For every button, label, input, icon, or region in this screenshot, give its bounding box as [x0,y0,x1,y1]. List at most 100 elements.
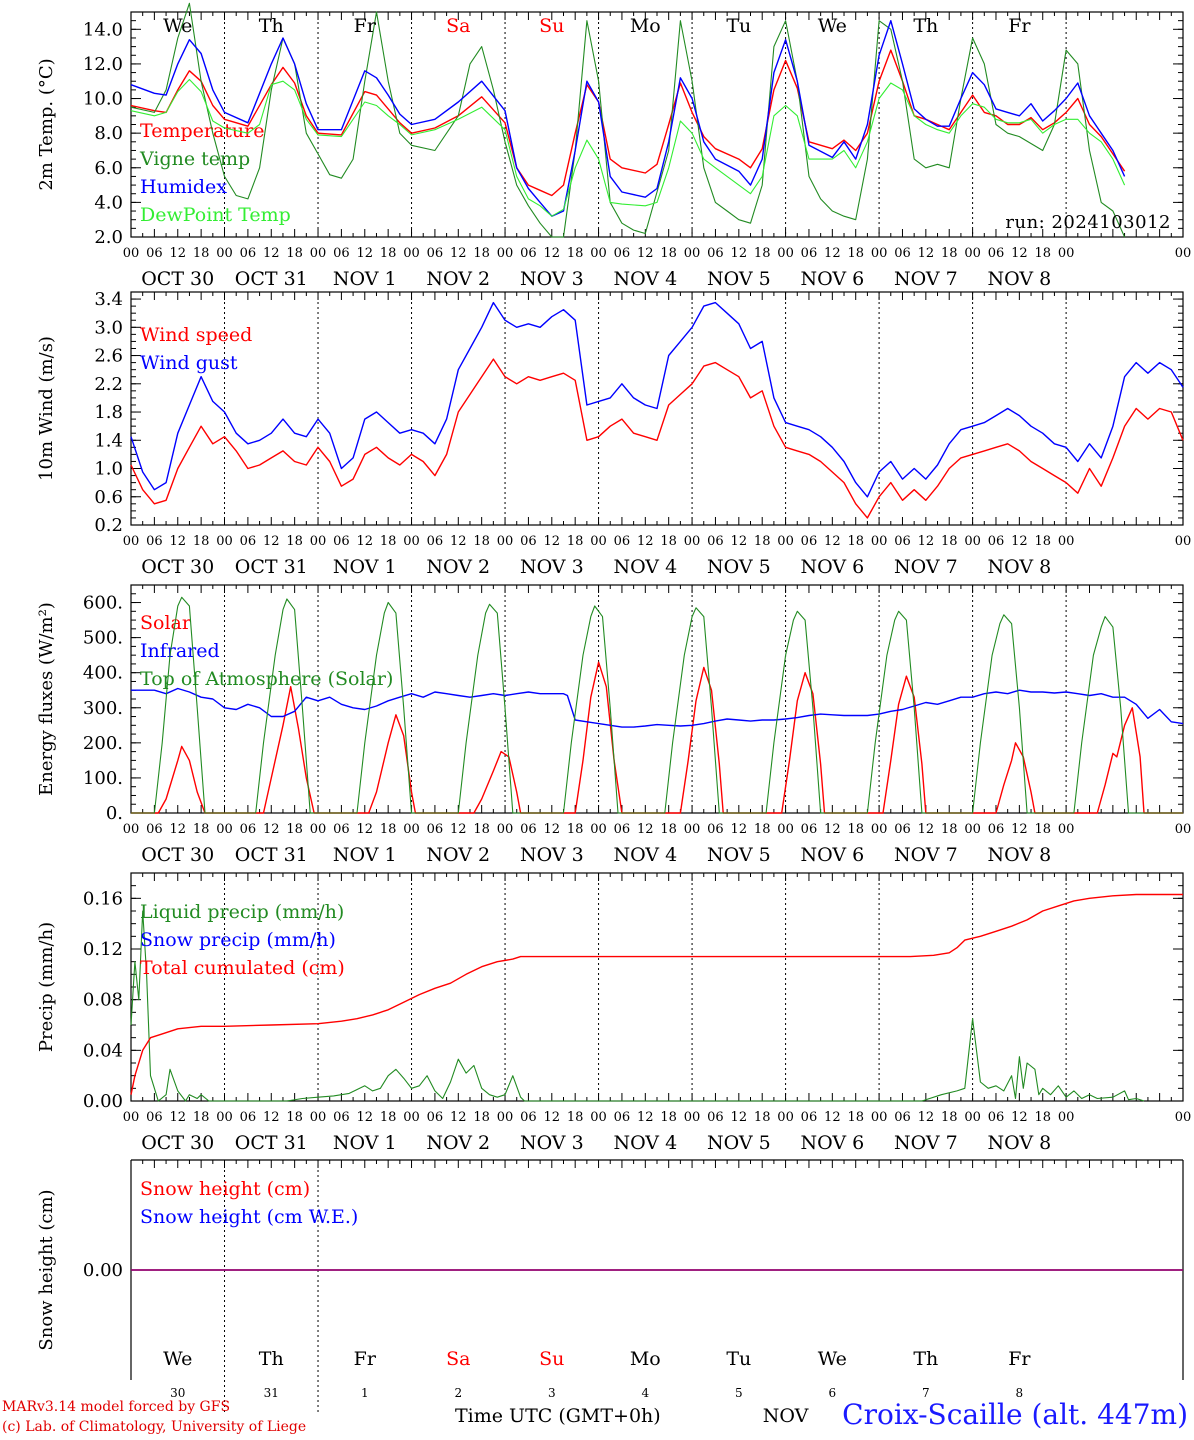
y-tick-label: 2.0 [94,227,123,248]
y-tick-label: 0.04 [83,1040,123,1061]
hour-tick-label: 00 [964,534,981,549]
hour-tick-label: 18 [286,822,303,837]
y-tick-label: 2.6 [94,346,123,367]
hour-tick-label: 18 [754,246,771,261]
hour-tick-label: 06 [988,246,1005,261]
hour-tick-label: 00 [1058,822,1075,837]
day-number-label: 3 [548,1386,556,1400]
hour-tick-label: 06 [988,1110,1005,1125]
hour-tick-label: 06 [707,1110,724,1125]
y-tick-label: 500. [83,628,123,649]
y-tick-label: 3.0 [94,317,123,338]
day-date-label: NOV 4 [613,1132,677,1154]
weekday-label: Sa [446,1348,470,1370]
series-line-3-3 [131,596,1183,814]
day-date-label: NOV 6 [800,844,864,866]
hour-tick-label: 12 [544,1110,561,1125]
hour-tick-label: 12 [450,246,467,261]
y-tick-label: 0.08 [83,990,123,1011]
hour-tick-label: 12 [918,246,935,261]
day-date-label: NOV 3 [520,268,584,290]
day-date-label: NOV 1 [333,844,397,866]
day-number-label: 5 [735,1386,743,1400]
weekday-label: Fr [354,15,377,37]
weekday-label: Su [539,1348,564,1370]
hour-tick-label: 00 [1175,246,1192,261]
hour-tick-label: 12 [169,534,186,549]
day-date-label: NOV 8 [987,556,1051,578]
day-date-label: OCT 31 [235,844,308,866]
series-line-2-2 [130,301,1184,498]
hour-tick-label: 06 [146,534,163,549]
hour-tick-label: 00 [1058,246,1075,261]
series-line-1-1 [130,49,1126,197]
hour-tick-label: 12 [731,246,748,261]
hour-tick-label: 18 [660,1110,677,1125]
day-date-label: NOV 3 [520,844,584,866]
day-date-label: NOV 4 [613,844,677,866]
hour-tick-label: 12 [357,1110,374,1125]
hour-tick-label: 06 [894,822,911,837]
hour-tick-label: 18 [847,534,864,549]
hour-tick-label: 00 [684,246,701,261]
hour-tick-label: 12 [357,822,374,837]
hour-tick-label: 12 [731,534,748,549]
hour-tick-label: 12 [357,246,374,261]
hour-tick-label: 12 [263,534,280,549]
hour-tick-label: 00 [123,1110,140,1125]
y-tick-label: 4.0 [94,192,123,213]
hour-tick-label: 00 [310,822,327,837]
hour-tick-label: 12 [637,822,654,837]
day-date-label: NOV 5 [707,268,771,290]
hour-tick-label: 18 [754,822,771,837]
hour-tick-label: 00 [871,1110,888,1125]
hour-tick-label: 06 [333,822,350,837]
panel-2: 0.2 0.6 1.0 1.4 1.8 2.2 2.6 3.0 3.4 10m Wind (m/s… [36,289,1191,578]
weekday-label: Th [913,1348,938,1370]
hour-tick-label: 12 [544,534,561,549]
weekday-label: Tu [726,15,751,37]
hour-tick-label: 06 [333,246,350,261]
hour-tick-label: 00 [403,534,420,549]
hour-tick-label: 00 [497,1110,514,1125]
day-number-label: 1 [361,1386,369,1400]
hour-tick-label: 18 [754,1110,771,1125]
hour-tick-label: 18 [567,822,584,837]
hour-tick-label: 00 [590,1110,607,1125]
hour-tick-label: 06 [801,534,818,549]
hour-tick-label: 18 [193,822,210,837]
hour-tick-label: 06 [146,1110,163,1125]
y-tick-label: 8.0 [94,123,123,144]
hour-tick-label: 18 [660,822,677,837]
hour-tick-label: 18 [193,1110,210,1125]
hour-tick-label: 06 [333,534,350,549]
hour-tick-label: 18 [941,534,958,549]
hour-tick-label: 18 [754,534,771,549]
weekday-label: Mo [630,15,661,37]
hour-tick-label: 12 [263,822,280,837]
hour-tick-label: 18 [193,534,210,549]
legend-entry: Humidex [140,176,227,198]
day-number-label: 7 [922,1386,930,1400]
y-tick-label: 14.0 [83,19,123,40]
hour-tick-label: 00 [590,822,607,837]
day-date-label: NOV 1 [333,556,397,578]
weekday-label: Fr [1008,1348,1031,1370]
day-number-label: 2 [454,1386,462,1400]
hour-tick-label: 00 [777,534,794,549]
hour-tick-label: 00 [1058,534,1075,549]
day-date-label: NOV 4 [613,268,677,290]
hour-tick-label: 12 [357,534,374,549]
hour-tick-label: 00 [403,1110,420,1125]
hour-tick-label: 06 [240,1110,257,1125]
hour-tick-label: 12 [169,822,186,837]
hour-tick-label: 06 [427,534,444,549]
hour-tick-label: 12 [1011,1110,1028,1125]
hour-tick-label: 18 [1034,534,1051,549]
day-date-label: OCT 30 [141,844,214,866]
y-tick-label: 300. [83,698,123,719]
hour-tick-label: 18 [286,534,303,549]
hour-tick-label: 06 [614,1110,631,1125]
day-date-label: OCT 31 [235,556,308,578]
hour-tick-label: 18 [193,246,210,261]
